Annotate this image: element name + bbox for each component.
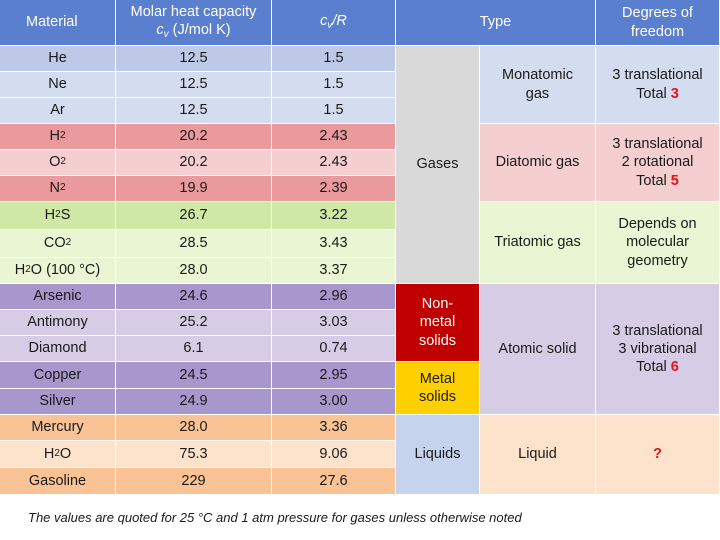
header-material: Material bbox=[0, 0, 116, 46]
cv-cell: 24.9 bbox=[116, 389, 272, 415]
cv-cell: 12.5 bbox=[116, 72, 272, 98]
header-molar-heat-capacity: Molar heat capacity cv (J/mol K) bbox=[116, 0, 272, 46]
group-gases-label: Gases bbox=[416, 156, 459, 173]
ratio-cell: 27.6 bbox=[272, 468, 396, 495]
dof-monatomic: 3 translational Total 3 bbox=[596, 46, 720, 124]
table-row: Gasoline bbox=[0, 468, 116, 495]
ratio-cell: 3.43 bbox=[272, 230, 396, 258]
footnote: The values are quoted for 25 °C and 1 at… bbox=[28, 510, 522, 525]
cv-cell: 20.2 bbox=[116, 150, 272, 176]
type-liquid: Liquid bbox=[480, 415, 596, 495]
header-type: Type bbox=[396, 0, 596, 46]
cv-cell: 6.1 bbox=[116, 336, 272, 362]
ratio-cell: 0.74 bbox=[272, 336, 396, 362]
cv-cell: 28.0 bbox=[116, 415, 272, 441]
type-diatomic: Diatomic gas bbox=[480, 124, 596, 202]
dof-mono-line1: 3 translational bbox=[612, 67, 703, 84]
ratio-cell: 3.22 bbox=[272, 202, 396, 230]
ratio-cell: 3.03 bbox=[272, 310, 396, 336]
group-liquids-label: Liquids bbox=[414, 446, 461, 463]
table-row: Copper bbox=[0, 362, 116, 389]
dof-di-line1: 3 translational bbox=[612, 136, 703, 153]
type-liquid-label: Liquid bbox=[518, 446, 557, 463]
cv-cell: 75.3 bbox=[116, 441, 272, 468]
dof-liquid: ? bbox=[596, 415, 720, 495]
type-atomic-solid: Atomic solid bbox=[480, 284, 596, 415]
cv-cell: 229 bbox=[116, 468, 272, 495]
dof-mono-total: Total 3 bbox=[636, 85, 679, 102]
group-metal-solids: Metal solids bbox=[396, 362, 480, 415]
header-cv-line1: Molar heat capacity bbox=[130, 4, 257, 21]
ratio-cell: 3.36 bbox=[272, 415, 396, 441]
cv-cell: 25.2 bbox=[116, 310, 272, 336]
header-type-label: Type bbox=[479, 14, 512, 31]
dof-liquid-label: ? bbox=[653, 446, 662, 463]
cv-cell: 26.7 bbox=[116, 202, 272, 230]
dof-di-line2: 2 rotational bbox=[621, 154, 694, 171]
group-nonmetal-solids: Non-metal solids bbox=[396, 284, 480, 362]
table-row: He bbox=[0, 46, 116, 72]
dof-atomic-solid: 3 translational 3 vibrational Total 6 bbox=[596, 284, 720, 415]
table-row: Mercury bbox=[0, 415, 116, 441]
table-row: CO 2 bbox=[0, 230, 116, 258]
cv-cell: 28.5 bbox=[116, 230, 272, 258]
ratio-cell: 9.06 bbox=[272, 441, 396, 468]
type-triatomic-label: Triatomic gas bbox=[494, 234, 581, 251]
ratio-cell: 2.95 bbox=[272, 362, 396, 389]
header-material-label: Material bbox=[26, 14, 78, 31]
ratio-cell: 2.39 bbox=[272, 176, 396, 202]
ratio-cell: 2.96 bbox=[272, 284, 396, 310]
dof-diatomic: 3 translational 2 rotational Total 5 bbox=[596, 124, 720, 202]
type-monatomic: Monatomic gas bbox=[480, 46, 596, 124]
header-dof-label: Degrees of freedom bbox=[622, 5, 693, 40]
heat-capacity-table: Material Molar heat capacity cv (J/mol K… bbox=[0, 0, 720, 495]
ratio-cell: 1.5 bbox=[272, 98, 396, 124]
type-diatomic-label: Diatomic gas bbox=[495, 154, 580, 171]
group-gases: Gases bbox=[396, 46, 480, 284]
group-metal-label: Metal solids bbox=[418, 370, 457, 405]
dof-solid-total: Total 6 bbox=[636, 359, 679, 376]
header-cv-line2: cv (J/mol K) bbox=[156, 22, 231, 41]
group-nonmetal-label: Non-metal solids bbox=[418, 296, 457, 349]
table-row: Ne bbox=[0, 72, 116, 98]
header-cv-over-r: cv/R bbox=[272, 0, 396, 46]
type-atomic-solid-label: Atomic solid bbox=[498, 340, 577, 357]
ratio-cell: 2.43 bbox=[272, 124, 396, 150]
dof-solid-line2: 3 vibrational bbox=[618, 340, 697, 357]
header-degrees-of-freedom: Degrees of freedom bbox=[596, 0, 720, 46]
cv-cell: 20.2 bbox=[116, 124, 272, 150]
dof-tri-label: Depends on molecular geometry bbox=[618, 216, 697, 269]
table-row: Arsenic bbox=[0, 284, 116, 310]
group-liquids: Liquids bbox=[396, 415, 480, 495]
dof-triatomic: Depends on molecular geometry bbox=[596, 202, 720, 284]
cv-cell: 24.5 bbox=[116, 362, 272, 389]
cv-cell: 19.9 bbox=[116, 176, 272, 202]
cv-cell: 12.5 bbox=[116, 46, 272, 72]
cv-cell: 24.6 bbox=[116, 284, 272, 310]
ratio-cell: 1.5 bbox=[272, 72, 396, 98]
type-monatomic-label: Monatomic gas bbox=[502, 67, 573, 102]
cv-cell: 12.5 bbox=[116, 98, 272, 124]
table-row: Ar bbox=[0, 98, 116, 124]
dof-solid-line1: 3 translational bbox=[612, 322, 703, 339]
ratio-cell: 3.37 bbox=[272, 258, 396, 284]
cv-cell: 28.0 bbox=[116, 258, 272, 284]
ratio-cell: 2.43 bbox=[272, 150, 396, 176]
type-triatomic: Triatomic gas bbox=[480, 202, 596, 284]
table-row: Diamond bbox=[0, 336, 116, 362]
table-row: Antimony bbox=[0, 310, 116, 336]
header-ratio-label: cv/R bbox=[320, 13, 347, 32]
table-row: Silver bbox=[0, 389, 116, 415]
ratio-cell: 3.00 bbox=[272, 389, 396, 415]
ratio-cell: 1.5 bbox=[272, 46, 396, 72]
dof-di-total: Total 5 bbox=[636, 172, 679, 189]
